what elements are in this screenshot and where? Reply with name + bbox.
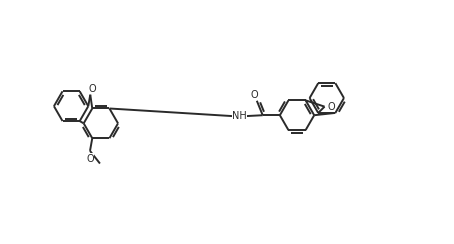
Text: O: O bbox=[251, 90, 258, 100]
Text: NH: NH bbox=[232, 111, 247, 121]
Text: O: O bbox=[89, 84, 96, 94]
Text: O: O bbox=[327, 102, 335, 112]
Text: O: O bbox=[86, 153, 94, 163]
